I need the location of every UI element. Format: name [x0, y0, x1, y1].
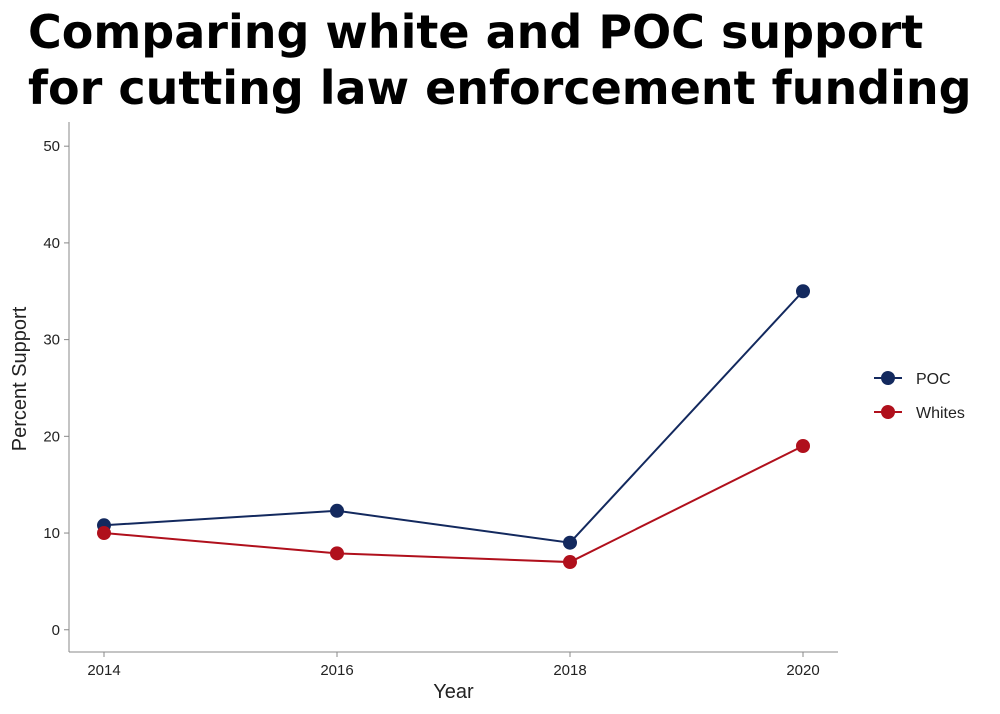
series-poc	[97, 284, 810, 550]
x-tick-label: 2020	[786, 662, 819, 679]
series-whites	[97, 438, 810, 570]
series-line	[103, 290, 804, 544]
y-axis-title: Percent Support	[9, 306, 31, 451]
x-axis-ticks: 2014 2016 2018 2020	[87, 652, 820, 679]
legend-label: Whites	[916, 405, 965, 422]
legend-label: POC	[916, 371, 951, 388]
chart-title-line-1: Comparing white and POC support	[28, 5, 924, 59]
data-point	[330, 503, 344, 518]
y-tick-label: 50	[43, 138, 60, 155]
y-tick-label: 40	[43, 235, 60, 252]
x-tick-label: 2016	[320, 662, 353, 679]
series-layer	[97, 284, 810, 570]
series-line	[103, 445, 804, 564]
chart-title: Comparing white and POC support for cutt…	[28, 4, 988, 116]
legend-swatch-marker	[881, 371, 895, 385]
chart-title-line-2: for cutting law enforcement funding	[28, 61, 972, 115]
y-axis-ticks: 0 10 20 30 40 50	[43, 138, 69, 639]
y-tick-label: 10	[43, 525, 60, 542]
data-point	[97, 526, 111, 541]
x-tick-label: 2018	[553, 662, 586, 679]
data-point	[563, 535, 577, 550]
axes	[68, 122, 838, 653]
data-point	[796, 284, 810, 299]
data-point	[796, 438, 810, 453]
x-axis-title: Year	[433, 681, 474, 703]
data-point	[330, 546, 344, 561]
legend-item: Whites	[874, 405, 965, 422]
y-tick-label: 20	[43, 428, 60, 445]
data-point	[563, 555, 577, 570]
y-tick-label: 30	[43, 332, 60, 349]
y-tick-label: 0	[52, 622, 60, 639]
legend-item: POC	[874, 371, 951, 388]
legend: POC Whites	[874, 371, 965, 422]
legend-swatch-marker	[881, 405, 895, 419]
x-tick-label: 2014	[87, 662, 120, 679]
